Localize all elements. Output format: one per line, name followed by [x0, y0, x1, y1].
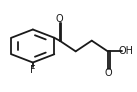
Text: F: F	[30, 65, 36, 75]
Text: OH: OH	[119, 46, 134, 56]
Text: O: O	[105, 68, 112, 78]
Text: O: O	[56, 14, 63, 24]
